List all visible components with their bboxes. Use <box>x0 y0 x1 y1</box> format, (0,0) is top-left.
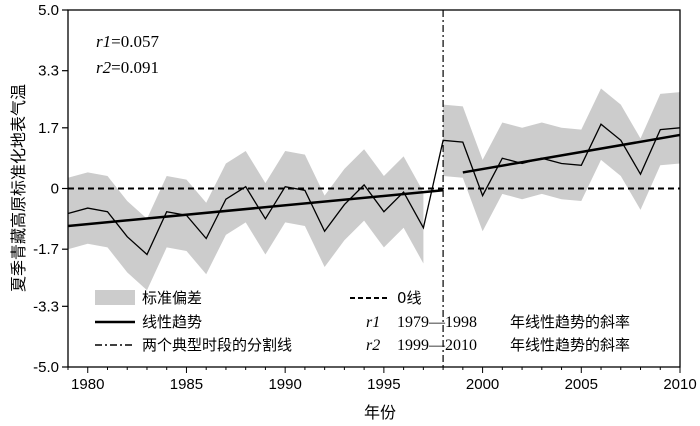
legend-trend-label: 线性趋势 <box>142 313 202 331</box>
legend-r2-years: 1999—2010 <box>397 337 477 354</box>
legend-r1-years: 1979—1998 <box>397 314 477 331</box>
y-tick-label: 0 <box>51 181 59 198</box>
legend-band-swatch <box>95 290 135 305</box>
std-band-period-1 <box>68 149 424 291</box>
x-tick-label: 2010 <box>663 376 696 393</box>
legend-r1-symbol: r1 <box>366 314 380 331</box>
std-band-layer <box>68 88 680 291</box>
reference-lines <box>68 10 680 367</box>
axes: 5.0 3.3 1.7 0 -1.7 -3.3 -5.0 1980 1985 1990 1995 20… <box>33 2 697 393</box>
x-tick-label: 1980 <box>71 376 104 393</box>
legend-zero-label: 0线 <box>397 289 422 307</box>
legend-r2-text: 年线性趋势的斜率 <box>510 336 630 354</box>
y-tick-label: 1.7 <box>38 120 59 137</box>
trend-line-2 <box>462 133 681 174</box>
legend-band-label: 标准偏差 <box>142 289 202 307</box>
y-tick-label: 3.3 <box>38 63 59 80</box>
trend-line-1 <box>67 189 444 228</box>
y-axis-title: 夏季青藏高原标准化地表气温 <box>9 84 28 292</box>
x-tick-label: 1990 <box>268 376 301 393</box>
legend-r2-symbol: r2 <box>366 337 380 354</box>
x-axis-title: 年份 <box>364 403 396 422</box>
temperature-series-line <box>67 123 681 256</box>
y-tick-label: -5.0 <box>33 359 59 376</box>
y-tick-label: -3.3 <box>33 298 59 315</box>
y-tick-label: -1.7 <box>33 241 59 258</box>
legend-divider-label: 两个典型时段的分割线 <box>142 336 292 354</box>
r2-annotation: r2=0.091 <box>96 58 159 77</box>
r1-annotation: r1=0.057 <box>96 32 159 51</box>
series-layer <box>67 123 681 256</box>
std-band-period-2 <box>443 88 680 232</box>
legend: 标准偏差 线性趋势 两个典型时段的分割线 0线 r1 1979—1998 年线性… <box>95 289 630 354</box>
x-tick-label: 2005 <box>565 376 598 393</box>
x-tick-label: 1985 <box>170 376 203 393</box>
x-tick-label: 2000 <box>466 376 499 393</box>
y-tick-label: 5.0 <box>38 2 59 19</box>
x-tick-label: 1995 <box>367 376 400 393</box>
legend-r1-text: 年线性趋势的斜率 <box>510 313 630 331</box>
